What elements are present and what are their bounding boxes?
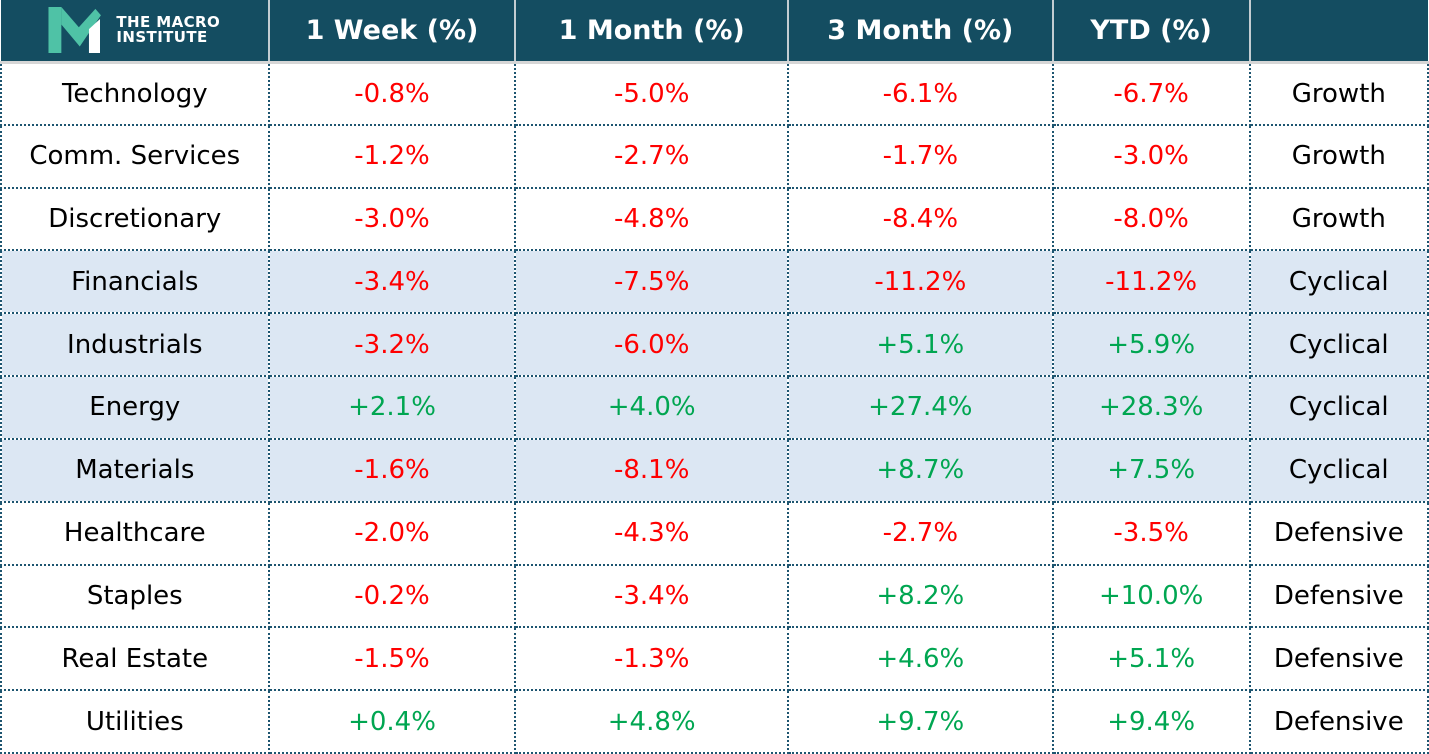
table-row: Technology -0.8% -5.0% -6.1% -6.7% Growth	[0, 61, 1429, 126]
value-cell-3-month: +27.4%	[786, 375, 1054, 440]
sector-cell: Comm. Services	[0, 123, 270, 189]
table-row: Staples -0.2% -3.4% +8.2% +10.0% Defensive	[0, 563, 1429, 629]
sector-cell: Financials	[0, 249, 270, 315]
value-cell-1-month: -6.0%	[514, 312, 789, 378]
col-header-1-week: 1 Week (%)	[267, 0, 516, 64]
value-cell-1-month: -4.3%	[514, 500, 789, 566]
value-cell-3-month: -11.2%	[786, 249, 1054, 315]
value-cell-1-month: +4.0%	[514, 375, 789, 440]
sector-cell: Energy	[0, 375, 270, 440]
value-cell-1-week: -0.2%	[267, 563, 517, 629]
value-cell-ytd: +7.5%	[1051, 437, 1251, 503]
value-cell-1-week: -1.6%	[267, 437, 517, 503]
value-cell-1-month: -1.3%	[514, 626, 789, 692]
value-cell-3-month: -2.7%	[786, 500, 1054, 566]
sector-cell: Industrials	[0, 312, 270, 378]
brand-line-1: THE MACRO	[116, 13, 221, 32]
value-cell-ytd: +9.4%	[1051, 689, 1251, 754]
category-cell: Cyclical	[1248, 437, 1429, 503]
value-cell-1-week: -2.0%	[267, 500, 517, 566]
category-cell: Cyclical	[1248, 249, 1429, 315]
table-header: THE MACRO INSTITUTE 1 Week (%) 1 Month (…	[1, 0, 1428, 64]
table-row: Financials -3.4% -7.5% -11.2% -11.2% Cyclical	[0, 249, 1429, 315]
col-header-1-month: 1 Month (%)	[514, 0, 788, 64]
brand-line-2: INSTITUTE	[116, 28, 208, 47]
value-cell-ytd: +5.9%	[1051, 312, 1251, 378]
table-row: Real Estate -1.5% -1.3% +4.6% +5.1% Defensive	[0, 626, 1429, 692]
value-cell-1-week: +2.1%	[267, 375, 517, 440]
value-cell-3-month: +4.6%	[786, 626, 1054, 692]
brand-name: THE MACRO INSTITUTE	[116, 15, 220, 45]
sector-cell: Real Estate	[0, 626, 270, 692]
value-cell-1-week: -1.5%	[267, 626, 517, 692]
value-cell-3-month: +5.1%	[786, 312, 1054, 378]
category-cell: Growth	[1248, 61, 1429, 126]
table-row: Materials -1.6% -8.1% +8.7% +7.5% Cyclical	[0, 437, 1429, 503]
table-row: Healthcare -2.0% -4.3% -2.7% -3.5% Defensive	[0, 500, 1429, 566]
value-cell-3-month: -6.1%	[786, 61, 1054, 126]
value-cell-1-week: -3.2%	[267, 312, 517, 378]
value-cell-ytd: -3.5%	[1051, 500, 1251, 566]
value-cell-ytd: -11.2%	[1051, 249, 1251, 315]
value-cell-1-month: -2.7%	[514, 123, 789, 189]
brand-logo-cell: THE MACRO INSTITUTE	[1, 0, 269, 64]
table-row: Discretionary -3.0% -4.8% -8.4% -8.0% Growth	[0, 186, 1429, 252]
value-cell-3-month: +8.7%	[786, 437, 1054, 503]
category-cell: Growth	[1248, 186, 1429, 252]
header-row: THE MACRO INSTITUTE 1 Week (%) 1 Month (…	[1, 0, 1428, 64]
table-row: Comm. Services -1.2% -2.7% -1.7% -3.0% Growth	[0, 123, 1429, 189]
value-cell-ytd: +28.3%	[1051, 375, 1251, 440]
value-cell-1-month: -7.5%	[514, 249, 789, 315]
value-cell-3-month: -8.4%	[786, 186, 1054, 252]
value-cell-1-month: +4.8%	[514, 689, 789, 754]
col-header-category	[1248, 0, 1428, 64]
category-cell: Defensive	[1248, 689, 1429, 754]
sector-cell: Utilities	[0, 689, 270, 754]
col-header-ytd: YTD (%)	[1051, 0, 1250, 64]
category-cell: Cyclical	[1248, 312, 1429, 378]
value-cell-1-week: -1.2%	[267, 123, 517, 189]
sector-cell: Staples	[0, 563, 270, 629]
value-cell-1-month: -5.0%	[514, 61, 789, 126]
value-cell-ytd: -6.7%	[1051, 61, 1251, 126]
value-cell-3-month: -1.7%	[786, 123, 1054, 189]
col-header-3-month: 3 Month (%)	[786, 0, 1053, 64]
value-cell-1-week: -3.4%	[267, 249, 517, 315]
brand-logo: THE MACRO INSTITUTE	[1, 7, 268, 54]
sector-cell: Materials	[0, 437, 270, 503]
category-cell: Cyclical	[1248, 375, 1429, 440]
value-cell-3-month: +8.2%	[786, 563, 1054, 629]
table-body: Technology -0.8% -5.0% -6.1% -6.7% Growth Comm…	[0, 61, 1429, 754]
macro-institute-m-icon	[48, 7, 102, 54]
value-cell-1-week: -3.0%	[267, 186, 517, 252]
sector-cell: Technology	[0, 61, 270, 126]
value-cell-ytd: -3.0%	[1051, 123, 1251, 189]
value-cell-1-month: -4.8%	[514, 186, 789, 252]
table-row: Energy +2.1% +4.0% +27.4% +28.3% Cyclical	[0, 375, 1429, 440]
value-cell-1-month: -8.1%	[514, 437, 789, 503]
sector-cell: Discretionary	[0, 186, 270, 252]
value-cell-3-month: +9.7%	[786, 689, 1054, 754]
value-cell-1-month: -3.4%	[514, 563, 789, 629]
category-cell: Defensive	[1248, 626, 1429, 692]
value-cell-ytd: -8.0%	[1051, 186, 1251, 252]
table-row: Industrials -3.2% -6.0% +5.1% +5.9% Cyclical	[0, 312, 1429, 378]
value-cell-ytd: +10.0%	[1051, 563, 1251, 629]
category-cell: Defensive	[1248, 563, 1429, 629]
category-cell: Defensive	[1248, 500, 1429, 566]
value-cell-ytd: +5.1%	[1051, 626, 1251, 692]
value-cell-1-week: -0.8%	[267, 61, 517, 126]
category-cell: Growth	[1248, 123, 1429, 189]
table-row: Utilities +0.4% +4.8% +9.7% +9.4% Defensive	[0, 689, 1429, 754]
sector-cell: Healthcare	[0, 500, 270, 566]
value-cell-1-week: +0.4%	[267, 689, 517, 754]
